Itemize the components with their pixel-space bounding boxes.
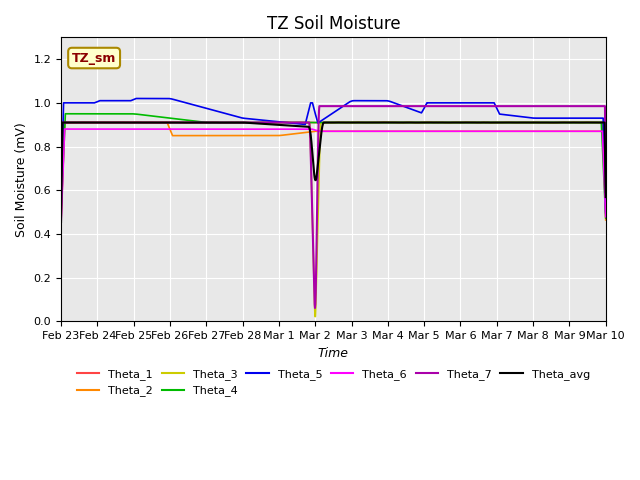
X-axis label: Time: Time bbox=[318, 347, 349, 360]
Text: TZ_sm: TZ_sm bbox=[72, 51, 116, 64]
Y-axis label: Soil Moisture (mV): Soil Moisture (mV) bbox=[15, 122, 28, 237]
Legend: Theta_1, Theta_2, Theta_3, Theta_4, Theta_5, Theta_6, Theta_7, Theta_avg: Theta_1, Theta_2, Theta_3, Theta_4, Thet… bbox=[72, 365, 594, 401]
Title: TZ Soil Moisture: TZ Soil Moisture bbox=[266, 15, 400, 33]
